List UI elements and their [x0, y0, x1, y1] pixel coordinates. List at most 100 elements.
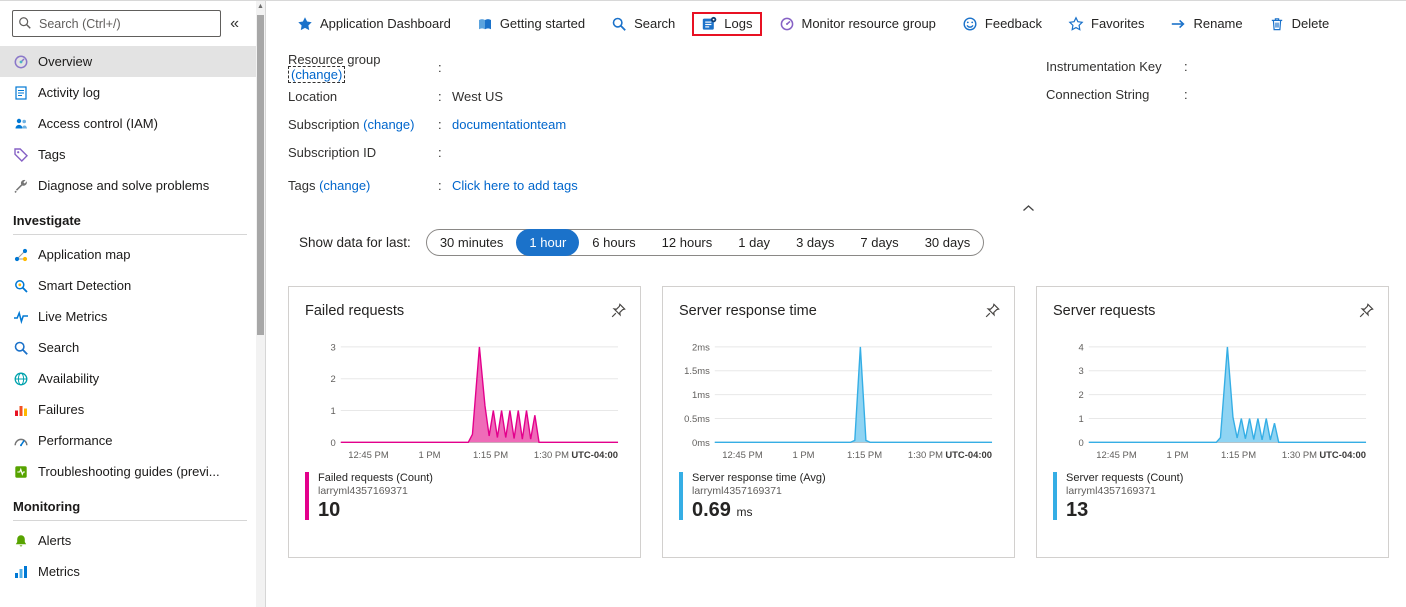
colon: : — [438, 59, 442, 75]
sidebar-item-overview[interactable]: Overview — [0, 46, 256, 77]
essentials-row-subscription: Subscription (change): documentationteam — [288, 110, 1046, 138]
svg-text:0: 0 — [331, 438, 336, 449]
time-pill-30-minutes[interactable]: 30 minutes — [439, 235, 504, 250]
sidebar-search-input[interactable] — [12, 10, 222, 37]
svg-text:12:45 PM: 12:45 PM — [1096, 450, 1137, 461]
svg-text:1.5ms: 1.5ms — [684, 366, 710, 377]
sidebar-item-live-metrics[interactable]: Live Metrics — [0, 301, 256, 332]
sidebar-scrollbar[interactable]: ▲ — [256, 1, 265, 607]
essentials-value-link[interactable]: Click here to add tags — [452, 177, 578, 193]
svg-text:UTC-04:00: UTC-04:00 — [1319, 450, 1366, 461]
toolbar-favorites-button[interactable]: Favorites — [1059, 12, 1153, 36]
sidebar-item-label: Application map — [38, 247, 131, 262]
sidebar-item-activity-log[interactable]: Activity log — [0, 77, 256, 108]
time-pill-30-days[interactable]: 30 days — [924, 235, 971, 250]
toolbar-getting-started-button[interactable]: Getting started — [468, 12, 594, 36]
legend-text: Server response time (Avg) larryml4357169… — [692, 472, 826, 522]
legend-metric: Server response time (Avg) — [692, 472, 826, 485]
pin-icon[interactable] — [610, 302, 627, 319]
legend-value: 0.69 ms — [692, 499, 753, 522]
time-filter-label: Show data for last: — [299, 235, 411, 250]
svg-text:1: 1 — [331, 406, 336, 417]
toolbar-label: Delete — [1291, 16, 1330, 31]
toolbar-label: Search — [634, 16, 676, 31]
sidebar-item-failures[interactable]: Failures — [0, 394, 256, 425]
dashboard-star-icon — [297, 16, 313, 32]
sidebar-item-application-map[interactable]: Application map — [0, 239, 256, 270]
sidebar-item-label: Tags — [38, 147, 66, 162]
chart-legend: Failed requests (Count) larryml4357169371… — [305, 472, 624, 522]
time-pill-6-hours[interactable]: 6 hours — [592, 235, 636, 250]
colon: : — [438, 88, 442, 104]
toolbar-delete-button[interactable]: Delete — [1260, 12, 1339, 36]
sidebar-item-troubleshooting-guides-previ[interactable]: Troubleshooting guides (previ... — [0, 456, 256, 487]
getting-started-icon — [477, 16, 493, 32]
essentials-value-link[interactable]: documentationteam — [452, 116, 567, 132]
legend-text: Failed requests (Count) larryml4357169371… — [318, 472, 433, 522]
legend-resource: larryml4357169371 — [318, 485, 408, 498]
sidebar-item-metrics[interactable]: Metrics — [0, 556, 256, 587]
sidebar-item-tags[interactable]: Tags — [0, 139, 256, 170]
essentials-label: Resource group (change) — [288, 52, 381, 83]
card-server-requests[interactable]: Server requests 0 1 2 3 4 12:45 PM 1 PM 1:15 PM 1… — [1036, 286, 1389, 558]
sidebar-item-smart-detection[interactable]: Smart Detection — [0, 270, 256, 301]
essentials-section: Resource group (change): Location: West US… — [266, 46, 1406, 215]
sidebar-item-availability[interactable]: Availability — [0, 363, 256, 394]
sidebar-item-label: Performance — [38, 433, 113, 448]
pin-icon[interactable] — [984, 302, 1001, 319]
essentials-value: West US — [452, 88, 504, 104]
failures-icon — [13, 402, 29, 418]
scrollbar-thumb[interactable] — [257, 15, 264, 335]
essentials-label: Connection String — [1046, 86, 1150, 102]
svg-text:1 PM: 1 PM — [419, 450, 441, 461]
essentials-collapse-button[interactable] — [1022, 204, 1035, 213]
pin-icon[interactable] — [1358, 302, 1375, 319]
svg-text:2ms: 2ms — [692, 342, 710, 353]
toolbar-rename-button[interactable]: Rename — [1161, 12, 1251, 36]
scrollbar-up-arrow-icon[interactable]: ▲ — [257, 3, 264, 10]
sidebar-item-alerts[interactable]: Alerts — [0, 525, 256, 556]
toolbar-label: Monitor resource group — [801, 16, 936, 31]
colon: : — [1184, 86, 1188, 102]
rename-arrow-icon — [1170, 16, 1186, 32]
time-pill-7-days[interactable]: 7 days — [860, 235, 899, 250]
legend-color-bar — [679, 472, 683, 521]
svg-text:3: 3 — [331, 342, 336, 353]
sidebar-item-diagnose-and-solve-problems[interactable]: Diagnose and solve problems — [0, 170, 256, 201]
change-link[interactable]: (change) — [363, 116, 415, 132]
toolbar-logs-button[interactable]: Logs — [692, 11, 762, 36]
sidebar-item-search[interactable]: Search — [0, 332, 256, 363]
sidebar-item-access-control-iam[interactable]: Access control (IAM) — [0, 108, 256, 139]
svg-text:1:15 PM: 1:15 PM — [1221, 450, 1256, 461]
change-link[interactable]: (change) — [288, 66, 346, 83]
toolbar-search-button[interactable]: Search — [602, 12, 684, 36]
sidebar-item-performance[interactable]: Performance — [0, 425, 256, 456]
time-pill-1-hour[interactable]: 1 hour — [516, 229, 580, 256]
card-failed-requests[interactable]: Failed requests 0 1 2 3 12:45 PM 1 PM 1:15 PM 1:… — [288, 286, 641, 558]
performance-icon — [13, 433, 29, 449]
chart-title: Server requests — [1053, 303, 1156, 319]
sidebar-item-label: Overview — [38, 54, 93, 69]
sidebar-collapse-button[interactable]: « — [230, 14, 239, 32]
logs-icon — [701, 16, 717, 32]
card-server-response-time[interactable]: Server response time 0ms 0.5ms 1ms 1.5ms 2ms 1… — [662, 286, 1015, 558]
svg-text:2: 2 — [1079, 390, 1084, 401]
essentials-label: Instrumentation Key — [1046, 58, 1162, 74]
toolbar-label: Favorites — [1091, 16, 1145, 31]
toolbar-application-dashboard-button[interactable]: Application Dashboard — [288, 12, 460, 36]
metric-cards: Failed requests 0 1 2 3 12:45 PM 1 PM 1:15 PM 1:… — [266, 256, 1406, 558]
time-pill-12-hours[interactable]: 12 hours — [661, 235, 713, 250]
change-link[interactable]: (change) — [319, 177, 371, 193]
time-pill-3-days[interactable]: 3 days — [796, 235, 835, 250]
colon: : — [438, 144, 442, 160]
toolbar-monitor-resource-group-button[interactable]: Monitor resource group — [770, 12, 945, 36]
troubleshooting-icon — [13, 464, 29, 480]
toolbar-feedback-button[interactable]: Feedback — [953, 12, 1051, 36]
application-map-icon — [13, 247, 29, 263]
sidebar-item-label: Access control (IAM) — [38, 116, 158, 131]
toolbar-label: Logs — [724, 16, 753, 31]
legend-value: 13 — [1066, 499, 1089, 522]
alerts-icon — [13, 533, 29, 549]
time-pill-1-day[interactable]: 1 day — [738, 235, 771, 250]
